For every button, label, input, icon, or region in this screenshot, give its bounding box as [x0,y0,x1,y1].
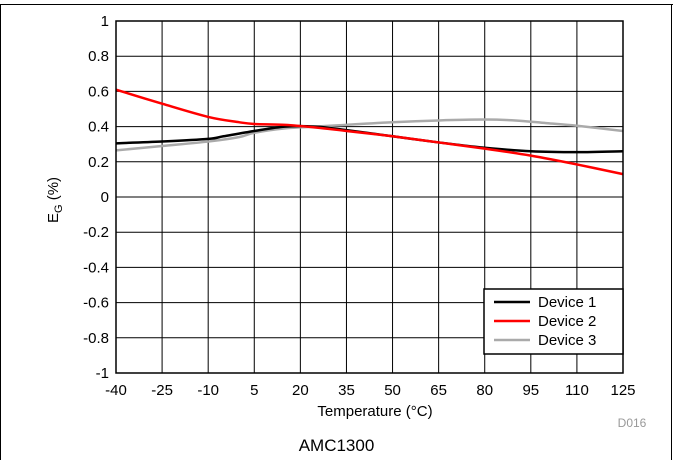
plot-border [115,20,624,374]
y-tick-label: -0.4 [83,259,109,276]
line-chart: 10.80.60.40.20-0.2-0.4-0.6-0.8-1 -40 -25-… [45,13,647,430]
series-line-device-3 [115,118,624,152]
x-tick-label: 5 [250,382,258,399]
y-tick-label: 0.4 [88,119,109,136]
y-axis-label-subscript: G [53,204,65,213]
y-tick-label: -0.2 [83,224,109,241]
y-tick-label: 1 [101,13,109,30]
x-tick-label: 50 [384,382,401,399]
x-tick-label: -40 [105,382,127,399]
caption: AMC1300 [298,436,375,455]
x-tick-label: 80 [476,382,493,399]
y-tick-label: -0.8 [83,330,109,347]
x-tick-label: 20 [292,382,309,399]
legend: Device 1 Device 2 Device 3 [483,288,624,355]
x-tick-label: 110 [565,382,589,399]
y-tick-label: -0.6 [83,295,109,312]
y-axis-label-main: E [45,213,62,223]
y-axis-label: EG (%) [45,177,65,223]
y-tick-label: -1 [96,365,109,382]
y-tick-label: 0.8 [88,48,109,65]
series-layer [115,88,624,176]
y-tick-label: 0 [101,189,109,206]
series-line-device-2 [115,88,624,176]
frame-top-border [0,4,673,5]
legend-label: Device 2 [538,313,596,330]
frame-left-border [0,4,1,460]
figure-id: D016 [618,416,647,430]
x-tick-label: -25 [151,382,173,399]
y-tick-label: 0.6 [88,83,109,100]
x-tick-label: 95 [522,382,539,399]
y-axis-label-suffix: (%) [45,177,62,205]
legend-label: Device 3 [538,332,596,349]
y-tick-label: 0.2 [88,154,109,171]
y-tick-labels: 1 0.8 0.6 0.4 0.2 0 -0.2 -0.4 -0.6 -0.8 -1 [83,13,109,382]
x-axis-label: Temperature (°C) [317,403,432,420]
x-tick-label: 125 [610,382,635,399]
x-tick-label: -10 [197,382,219,399]
x-tick-label: 65 [430,382,447,399]
x-tick-labels: -40 -25 -10 5 20 35 50 65 80 95 110 125 [105,382,635,399]
legend-label: Device 1 [538,294,596,311]
x-tick-label: 35 [338,382,355,399]
frame-right-border [671,4,672,460]
